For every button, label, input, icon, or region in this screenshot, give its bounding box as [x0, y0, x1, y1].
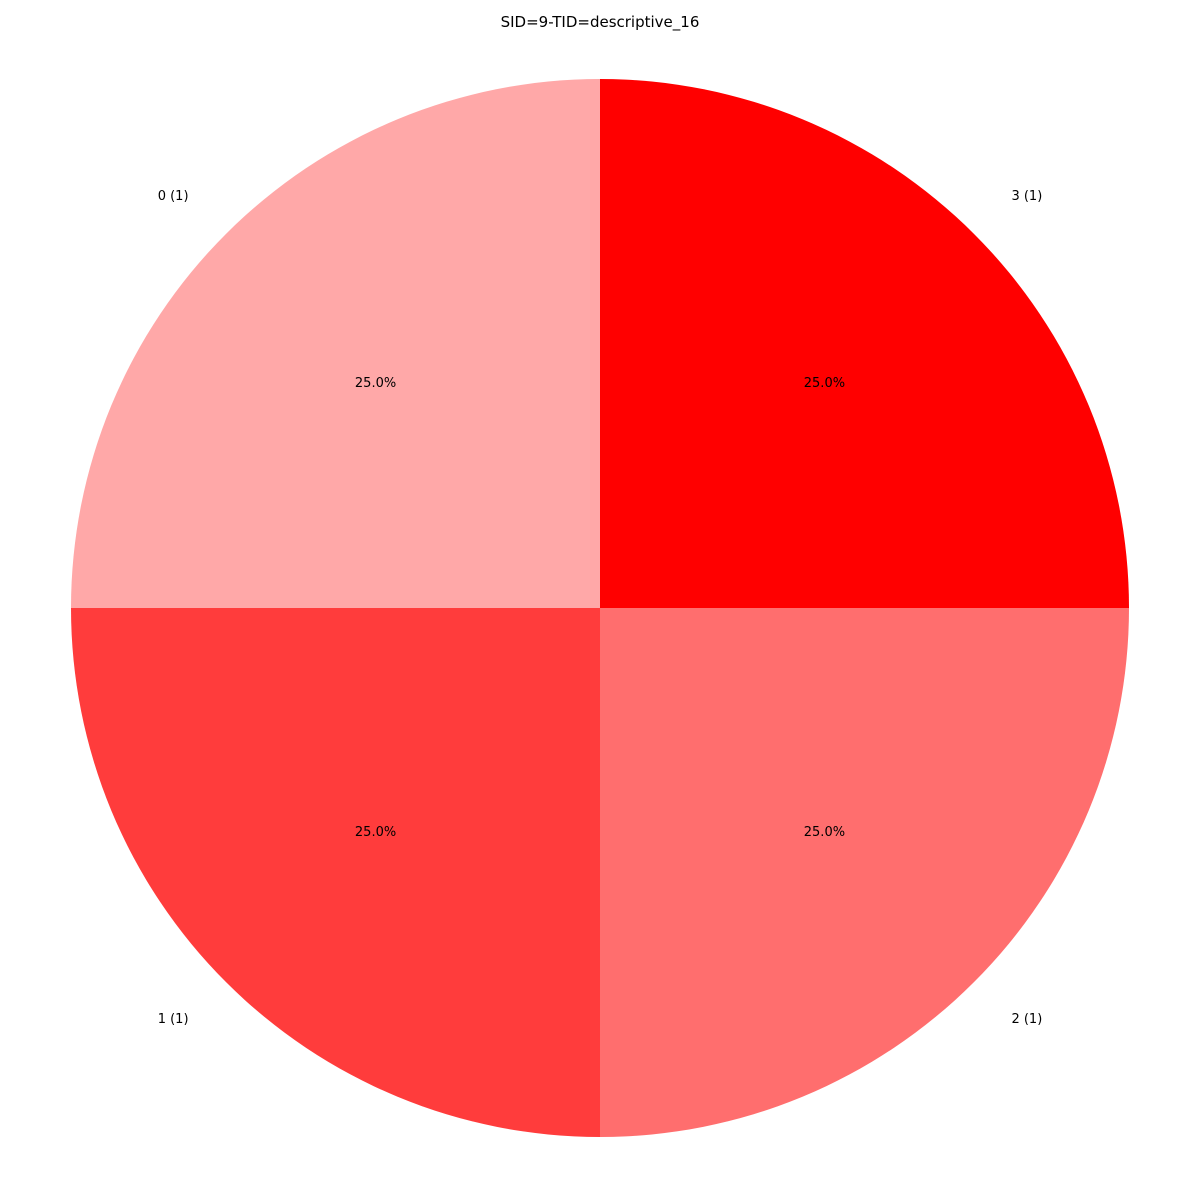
pie-slice-3	[600, 79, 1129, 608]
slice-label-0: 0 (1)	[158, 189, 189, 204]
pie-slice-2	[600, 608, 1129, 1137]
slice-label-1: 1 (1)	[158, 1012, 189, 1027]
pie-slice-1	[71, 608, 600, 1137]
pie-slice-0	[71, 79, 600, 608]
slice-percent-2: 25.0%	[804, 825, 845, 840]
slice-label-2: 2 (1)	[1011, 1012, 1042, 1027]
slice-percent-0: 25.0%	[355, 376, 396, 391]
pie-labels: 0 (1) 25.0% 1 (1) 25.0% 2 (1) 25.0% 3 (1) 25.0%	[158, 189, 1043, 1027]
slice-percent-3: 25.0%	[804, 376, 845, 391]
pie-slices	[71, 79, 1129, 1137]
chart-title: SID=9-TID=descriptive_16	[501, 13, 700, 32]
slice-label-3: 3 (1)	[1011, 189, 1042, 204]
slice-percent-1: 25.0%	[355, 825, 396, 840]
